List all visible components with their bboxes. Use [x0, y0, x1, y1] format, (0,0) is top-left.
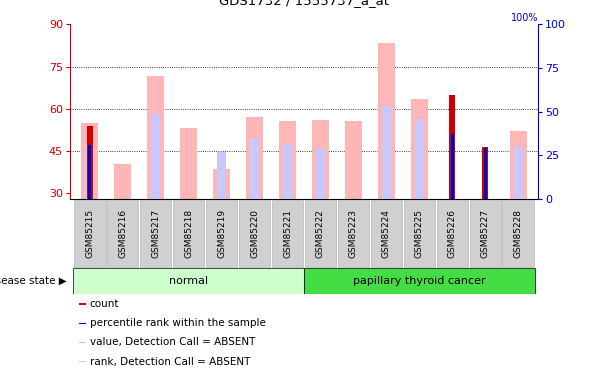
Bar — [73, 268, 304, 294]
Text: GSM85227: GSM85227 — [481, 209, 490, 258]
Text: GSM85219: GSM85219 — [217, 209, 226, 258]
Bar — [87, 126, 92, 199]
Text: GDS1732 / 1555737_a_at: GDS1732 / 1555737_a_at — [219, 0, 389, 8]
Bar — [181, 128, 197, 199]
Bar — [217, 152, 226, 199]
Bar — [79, 361, 86, 362]
Bar — [79, 303, 86, 304]
Bar — [246, 117, 263, 199]
Text: percentile rank within the sample: percentile rank within the sample — [90, 318, 266, 328]
Text: rank, Detection Call = ABSENT: rank, Detection Call = ABSENT — [90, 357, 250, 367]
Bar — [88, 146, 91, 199]
Bar — [279, 122, 295, 199]
Bar — [283, 144, 292, 199]
Text: value, Detection Call = ABSENT: value, Detection Call = ABSENT — [90, 338, 255, 347]
Bar — [382, 106, 391, 199]
Text: GSM85215: GSM85215 — [85, 209, 94, 258]
FancyBboxPatch shape — [437, 200, 468, 267]
Bar — [81, 123, 98, 199]
Text: GSM85223: GSM85223 — [349, 209, 358, 258]
FancyBboxPatch shape — [404, 200, 435, 267]
Bar — [79, 342, 86, 343]
Bar — [415, 118, 424, 199]
Bar — [114, 164, 131, 199]
Text: GSM85224: GSM85224 — [382, 209, 391, 258]
FancyBboxPatch shape — [469, 200, 501, 267]
FancyBboxPatch shape — [173, 200, 204, 267]
Text: count: count — [90, 299, 119, 309]
FancyBboxPatch shape — [502, 200, 534, 267]
Bar — [514, 147, 523, 199]
FancyBboxPatch shape — [305, 200, 336, 267]
Text: 100%: 100% — [511, 13, 538, 22]
Bar — [313, 120, 329, 199]
Text: GSM85220: GSM85220 — [250, 209, 259, 258]
Text: normal: normal — [169, 276, 208, 286]
FancyBboxPatch shape — [206, 200, 237, 267]
Bar — [411, 99, 427, 199]
Text: GSM85226: GSM85226 — [448, 209, 457, 258]
Bar — [449, 95, 455, 199]
FancyBboxPatch shape — [371, 200, 402, 267]
Bar — [451, 134, 454, 199]
FancyBboxPatch shape — [74, 200, 106, 267]
Bar — [345, 122, 362, 199]
FancyBboxPatch shape — [107, 200, 139, 267]
Bar — [213, 169, 230, 199]
Bar — [304, 268, 535, 294]
FancyBboxPatch shape — [337, 200, 369, 267]
Bar — [250, 138, 259, 199]
Text: disease state ▶: disease state ▶ — [0, 276, 67, 286]
Bar — [85, 144, 94, 199]
Text: GSM85222: GSM85222 — [316, 209, 325, 258]
Text: GSM85221: GSM85221 — [283, 209, 292, 258]
Bar — [147, 76, 164, 199]
Bar — [484, 148, 487, 199]
Text: GSM85217: GSM85217 — [151, 209, 160, 258]
Text: GSM85216: GSM85216 — [118, 209, 127, 258]
Text: GSM85228: GSM85228 — [514, 209, 523, 258]
Text: papillary thyroid cancer: papillary thyroid cancer — [353, 276, 486, 286]
Bar — [482, 147, 488, 199]
FancyBboxPatch shape — [239, 200, 271, 267]
Bar — [510, 131, 527, 199]
FancyBboxPatch shape — [140, 200, 171, 267]
Text: GSM85225: GSM85225 — [415, 209, 424, 258]
Bar — [378, 43, 395, 199]
FancyBboxPatch shape — [272, 200, 303, 267]
Bar — [151, 114, 161, 199]
Bar — [316, 148, 325, 199]
Text: GSM85218: GSM85218 — [184, 209, 193, 258]
Bar — [79, 322, 86, 324]
